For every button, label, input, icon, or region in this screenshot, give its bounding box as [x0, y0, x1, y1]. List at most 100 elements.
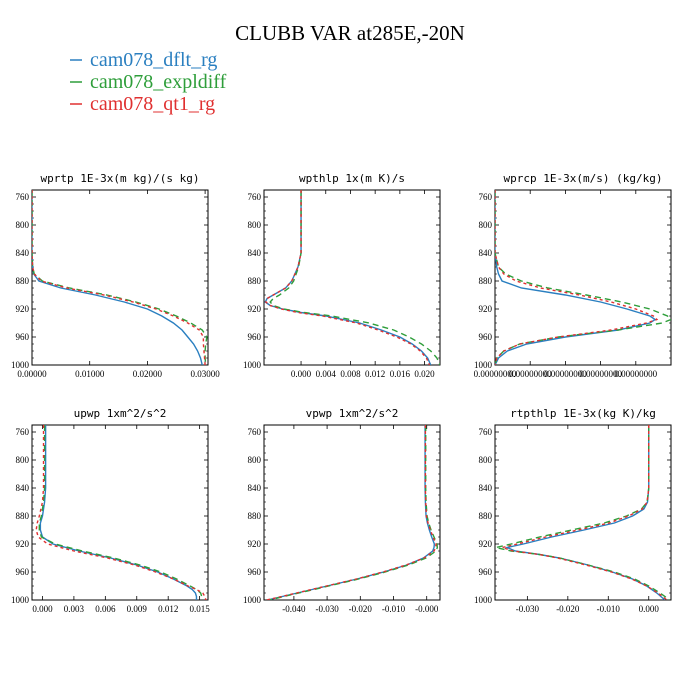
chart-panel: wpthlp 1x(m K)/s 760 800 840 880 920 960 1000 0.… [243, 172, 441, 379]
series-line [265, 190, 431, 365]
y-tick-label: 840 [248, 248, 262, 258]
plot-frame [31, 424, 209, 601]
series-line [32, 190, 208, 365]
y-tick-label: 920 [16, 539, 30, 549]
y-tick-label: 1000 [474, 360, 493, 370]
x-tick-label: 0.01000 [75, 369, 105, 379]
x-tick-label: -0.010 [597, 604, 621, 614]
panel-title: wprtp 1E-3x(m kg)/(s kg) [41, 172, 200, 185]
series-line [35, 425, 207, 600]
y-tick-label: 1000 [11, 360, 30, 370]
x-tick-label: 0.000 [639, 604, 660, 614]
y-tick-label: 960 [248, 567, 262, 577]
panel-title: wprcp 1E-3x(m/s) (kg/kg) [504, 172, 663, 185]
series-line [267, 425, 436, 600]
y-tick-label: 960 [248, 332, 262, 342]
x-tick-label: 0.00000 [17, 369, 47, 379]
y-tick-label: 800 [248, 220, 262, 230]
y-tick-label: 840 [479, 248, 493, 258]
x-tick-label: 0.02000 [133, 369, 163, 379]
x-tick-label: 0.03000 [190, 369, 220, 379]
y-tick-label: 880 [248, 511, 262, 521]
y-tick-label: 880 [16, 511, 30, 521]
x-tick-label: -0.030 [516, 604, 540, 614]
series-line [39, 425, 198, 600]
chart-panel: vpwp 1xm^2/s^2 760 800 840 880 920 960 1000 -0.0… [243, 407, 441, 614]
x-tick-label: -0.030 [315, 604, 339, 614]
x-tick-label: 0.009 [127, 604, 148, 614]
y-tick-label: 760 [16, 192, 30, 202]
legend-label: cam078_dflt_rg [90, 49, 217, 71]
y-tick-label: 800 [16, 220, 30, 230]
x-tick-label: 0.00000000 [614, 369, 657, 379]
series-line [495, 190, 671, 365]
x-tick-label: 0.00000000 [544, 369, 587, 379]
series-line [495, 425, 671, 600]
y-tick-label: 840 [16, 248, 30, 258]
series-line [504, 425, 666, 600]
x-tick-label: 0.00000000 [579, 369, 622, 379]
x-tick-label: 0.012 [158, 604, 178, 614]
y-tick-label: 920 [479, 539, 493, 549]
x-tick-label: -0.020 [349, 604, 373, 614]
panel-title: rtpthlp 1E-3x(kg K)/kg [510, 407, 656, 420]
x-tick-label: 0.006 [95, 604, 116, 614]
series-line [495, 190, 657, 365]
y-tick-label: 960 [479, 567, 493, 577]
series-line [495, 190, 659, 365]
y-tick-label: 1000 [474, 595, 493, 605]
y-tick-label: 960 [16, 332, 30, 342]
y-tick-label: 760 [16, 427, 30, 437]
y-tick-label: 760 [479, 427, 493, 437]
y-tick-label: 800 [479, 455, 493, 465]
x-tick-label: 0.008 [340, 369, 361, 379]
x-tick-label: 0.020 [414, 369, 435, 379]
y-tick-label: 960 [479, 332, 493, 342]
chart-panel: wprtp 1E-3x(m kg)/(s kg) 760 800 840 880 920 9… [11, 172, 220, 379]
y-tick-label: 840 [248, 483, 262, 493]
y-tick-label: 760 [248, 427, 262, 437]
y-tick-label: 920 [479, 304, 493, 314]
series-line [32, 190, 206, 365]
x-tick-label: 0.015 [189, 604, 210, 614]
panels-grid: wprtp 1E-3x(m kg)/(s kg) 760 800 840 880 920 9… [11, 172, 672, 614]
plot-frame [494, 189, 672, 366]
y-tick-label: 880 [479, 511, 493, 521]
panel-title: upwp 1xm^2/s^2 [74, 407, 167, 420]
y-tick-label: 1000 [243, 595, 262, 605]
x-tick-label: -0.010 [382, 604, 406, 614]
y-tick-label: 800 [479, 220, 493, 230]
y-tick-label: 840 [16, 483, 30, 493]
x-tick-label: 0.016 [390, 369, 411, 379]
series-line [266, 425, 437, 600]
chart-panel: rtpthlp 1E-3x(kg K)/kg 760 800 840 880 920 960… [474, 407, 672, 614]
chart-panel: upwp 1xm^2/s^276080084088092096010000.00… [11, 407, 210, 614]
plot-frame [263, 189, 441, 366]
y-tick-label: 1000 [243, 360, 262, 370]
x-tick-label: 0.00000000 [474, 369, 517, 379]
y-tick-label: 880 [479, 276, 493, 286]
x-tick-label: 0.000 [32, 604, 53, 614]
y-tick-label: 960 [16, 567, 30, 577]
chart-panel: wprcp 1E-3x(m/s) (kg/kg) 760 800 840 880 920 9… [474, 172, 672, 379]
legend: cam078_dflt_rgcam078_expldiffcam078_qt1_… [70, 49, 227, 115]
x-tick-label: 0.00000000 [509, 369, 552, 379]
x-tick-label: 0.000 [291, 369, 312, 379]
y-tick-label: 920 [16, 304, 30, 314]
y-tick-label: 1000 [11, 595, 30, 605]
series-line [264, 190, 432, 365]
y-tick-label: 760 [479, 192, 493, 202]
y-tick-label: 880 [248, 276, 262, 286]
figure-title: CLUBB VAR at285E,-20N [235, 21, 465, 45]
legend-label: cam078_expldiff [90, 71, 227, 93]
y-tick-label: 840 [479, 483, 493, 493]
y-tick-label: 800 [248, 455, 262, 465]
y-tick-label: 880 [16, 276, 30, 286]
plot-frame [263, 424, 441, 601]
x-tick-label: -0.020 [556, 604, 580, 614]
series-line [32, 190, 203, 365]
x-tick-label: -0.040 [282, 604, 306, 614]
y-tick-label: 920 [248, 304, 262, 314]
x-tick-label: 0.012 [365, 369, 385, 379]
